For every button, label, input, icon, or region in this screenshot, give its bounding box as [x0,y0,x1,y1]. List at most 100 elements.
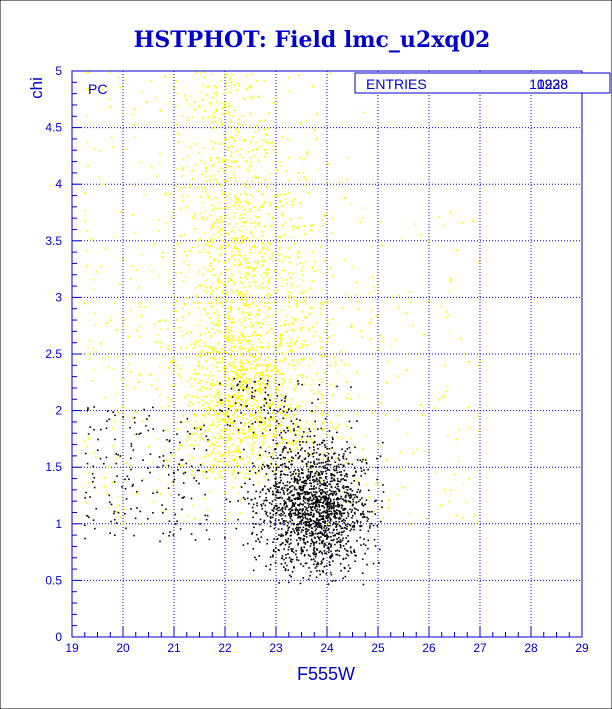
yellow-point [237,247,239,250]
yellow-point [231,334,233,337]
yellow-point [184,303,186,306]
yellow-point [246,382,248,385]
yellow-point [358,395,361,398]
yellow-point [271,435,274,437]
yellow-point [307,463,309,466]
yellow-point [250,322,252,324]
black-point [281,506,284,509]
yellow-point [370,318,373,321]
yellow-point [211,384,214,387]
yellow-point [242,374,244,376]
yellow-point [88,358,91,361]
yellow-point [300,358,303,360]
yellow-point [298,336,300,339]
yellow-point [349,398,352,400]
yellow-point [299,301,301,303]
yellow-point [146,419,149,421]
yellow-point [229,306,232,308]
yellow-point [233,361,235,363]
yellow-point [201,470,204,473]
yellow-point [214,458,217,461]
yellow-point [224,419,227,422]
yellow-point [143,193,145,196]
yellow-point [414,223,417,225]
yellow-point [212,140,215,143]
yellow-point [216,521,218,524]
black-point [294,454,297,457]
black-point [336,471,338,474]
black-point [229,500,231,503]
yellow-point [280,338,282,341]
black-point [300,515,302,518]
black-point [286,505,288,508]
yellow-point [232,469,235,472]
yellow-point [211,241,213,244]
yellow-point [272,402,274,404]
yellow-point [274,436,276,438]
yellow-point [135,269,138,272]
black-point [300,531,303,533]
black-point [354,446,356,449]
yellow-point [219,381,221,384]
yellow-point [223,284,225,286]
yellow-point [83,302,86,305]
yellow-point [275,434,278,436]
yellow-point [290,418,292,421]
black-point [379,548,381,551]
yellow-point [230,384,233,387]
black-point [258,555,260,557]
yellow-point [271,141,274,144]
yellow-point [129,278,131,281]
yellow-point [195,433,197,435]
yellow-point [298,484,301,487]
black-point [277,497,280,499]
yellow-point [140,91,143,93]
yellow-point [237,199,239,202]
yellow-point [254,226,257,228]
yellow-point [196,427,199,429]
yellow-point [381,507,384,510]
yellow-point [244,258,246,261]
yellow-point [275,207,277,209]
black-point [251,397,253,399]
yellow-point [251,408,254,410]
black-point [379,455,382,457]
yellow-point [300,268,303,271]
yellow-point [254,268,256,270]
yellow-point [199,351,201,353]
yellow-point [275,465,278,467]
black-point [294,532,296,534]
black-point [236,384,238,387]
yellow-point [226,300,228,303]
yellow-point [199,212,202,214]
yellow-point [245,160,248,162]
yellow-point [195,71,198,73]
yellow-point [175,168,177,171]
black-point [330,536,332,538]
yellow-point [221,183,223,186]
yellow-point [85,72,88,74]
black-point [311,541,314,543]
yellow-point [289,277,291,279]
yellow-point [186,394,188,396]
black-point [333,475,336,477]
black-point [92,519,95,521]
yellow-point [210,395,213,397]
yellow-point [419,233,422,236]
black-point [344,486,347,488]
yellow-point [244,139,246,141]
yellow-point [323,428,325,430]
yellow-point [265,315,268,317]
black-point [297,544,299,546]
yellow-point [454,473,456,476]
yellow-point [255,359,258,361]
yellow-point [243,422,245,424]
yellow-point [121,406,124,408]
yellow-point [262,264,264,266]
yellow-point [303,299,306,302]
yellow-point [227,281,229,283]
black-point [305,462,308,465]
black-point [267,479,270,481]
yellow-point [215,302,218,305]
yellow-point [343,197,346,199]
